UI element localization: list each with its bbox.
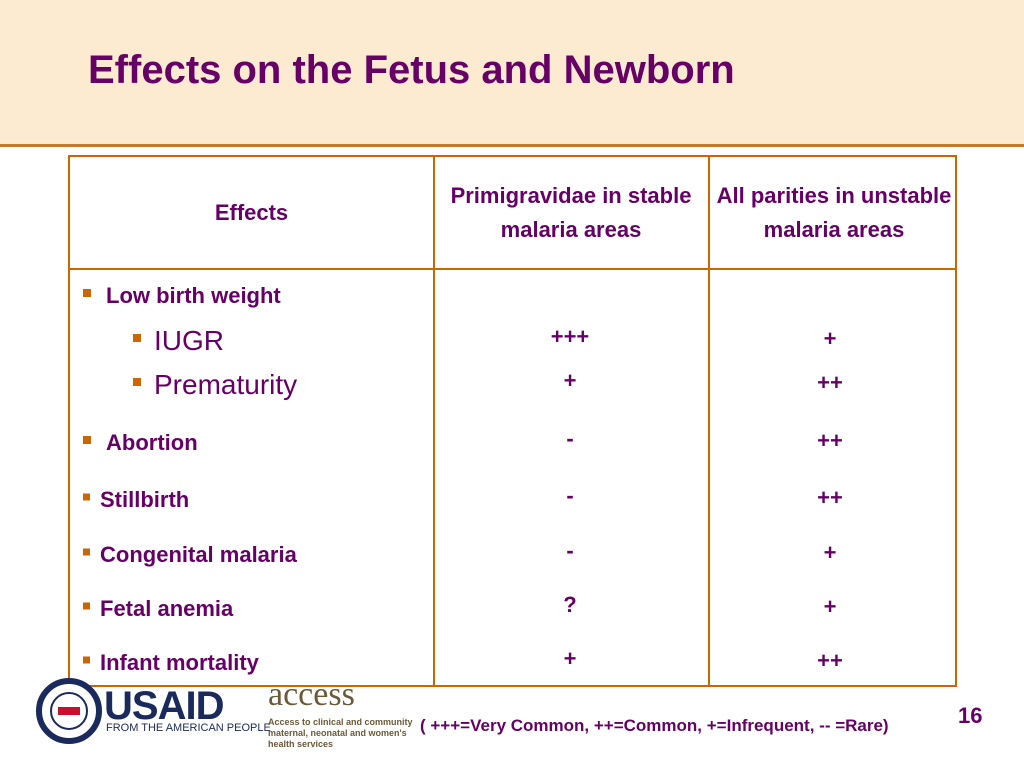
column-divider: [708, 157, 710, 685]
legend-note: ( +++=Very Common, ++=Common, +=Infreque…: [420, 716, 889, 735]
bullet: [83, 289, 91, 297]
bullet: [133, 378, 141, 386]
column-header: Effects: [214, 199, 289, 225]
primigravidae-value: -: [566, 538, 574, 563]
primigravidae-value: +: [563, 646, 577, 671]
slide-title: Effects on the Fetus and Newborn: [88, 48, 735, 92]
primigravidae-value: +++: [550, 324, 590, 349]
bullet: [83, 656, 90, 664]
page-number: 16: [958, 703, 983, 728]
column-header: Primigravidae in stable malaria areas: [450, 182, 692, 242]
primigravidae-value: -: [566, 426, 574, 451]
all-parities-value: +: [823, 540, 837, 565]
title-band: [0, 0, 1024, 147]
all-parities-value: ++: [817, 370, 843, 395]
all-parities-value: ++: [817, 648, 843, 673]
access-logo: access: [268, 676, 355, 713]
bullet: [83, 548, 90, 556]
bullet: [83, 602, 90, 610]
usaid-tagline: FROM THE AMERICAN PEOPLE: [106, 722, 271, 734]
all-parities-value: ++: [817, 485, 843, 510]
bullet: [133, 334, 141, 342]
usaid-logo: USAID: [104, 684, 224, 728]
effect-label: Abortion: [106, 430, 198, 455]
all-parities-value: +: [823, 326, 837, 351]
primigravidae-value: -: [566, 483, 574, 508]
usaid-seal: [36, 678, 102, 744]
all-parities-value: +: [823, 594, 837, 619]
table: Effects Primigravidae in stable malaria …: [68, 155, 957, 687]
effect-label: Infant mortality: [100, 650, 259, 675]
bullet: [83, 493, 90, 501]
access-tagline: Access to clinical and community materna…: [268, 717, 413, 749]
column-header: All parities in unstable malaria areas: [716, 182, 952, 242]
all-parities-value: ++: [817, 428, 843, 453]
effect-label: Stillbirth: [100, 487, 190, 512]
effect-label: IUGR: [154, 325, 224, 356]
effect-label: Congenital malaria: [100, 542, 297, 567]
column-divider: [433, 157, 435, 685]
primigravidae-value: +: [563, 368, 577, 393]
primigravidae-value: ?: [563, 592, 577, 617]
header-divider: [70, 268, 955, 270]
effect-label: Fetal anemia: [100, 596, 234, 621]
effect-label: Low birth weight: [106, 283, 281, 308]
bullet: [83, 436, 91, 444]
effect-label: Prematurity: [154, 369, 298, 400]
